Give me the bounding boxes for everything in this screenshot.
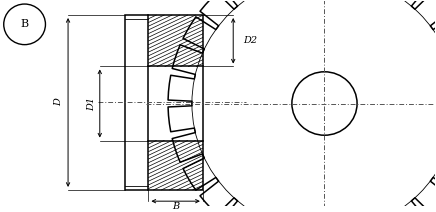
Text: B: B	[20, 19, 29, 29]
Text: B: B	[172, 202, 179, 211]
Text: D: D	[54, 99, 63, 106]
Bar	[125, 15, 203, 190]
Text: D1: D1	[88, 96, 96, 111]
Text: D2: D2	[243, 36, 257, 45]
